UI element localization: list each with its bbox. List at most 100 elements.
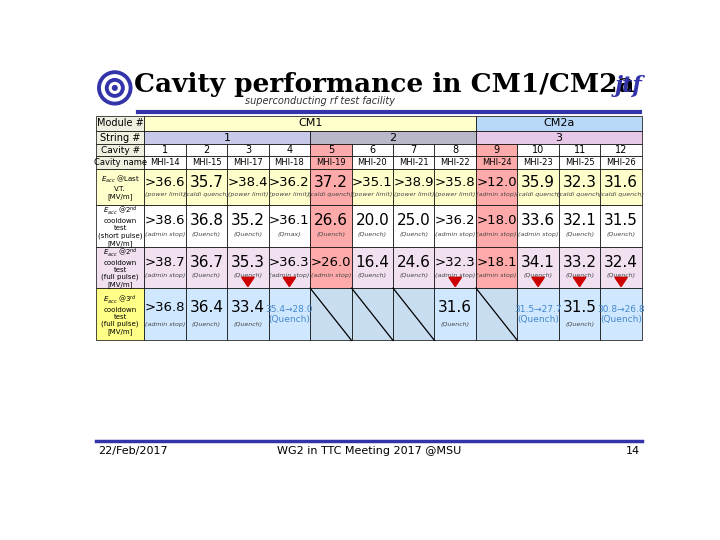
Text: 35.3: 35.3 [231, 255, 265, 270]
Text: 12: 12 [615, 145, 627, 156]
Text: (admin stop): (admin stop) [310, 273, 351, 278]
Text: (caldi quench): (caldi quench) [557, 192, 602, 197]
Text: (power limit): (power limit) [269, 192, 310, 197]
Text: CM2a: CM2a [543, 118, 575, 129]
Bar [269, 168, 310, 205]
Bar [600, 157, 642, 168]
Text: (admin stop): (admin stop) [435, 232, 475, 237]
Bar [434, 157, 476, 168]
Circle shape [106, 79, 124, 97]
Bar [228, 168, 269, 205]
Bar [228, 144, 269, 157]
Text: (admin stop): (admin stop) [477, 273, 517, 278]
Bar [96, 116, 144, 131]
Text: 3: 3 [245, 145, 251, 156]
Text: >18.1: >18.1 [477, 256, 517, 269]
Bar [518, 288, 559, 340]
Text: 1: 1 [224, 132, 230, 143]
Text: 6: 6 [369, 145, 375, 156]
Bar [228, 157, 269, 168]
Text: 3: 3 [555, 132, 562, 143]
Text: (Quench): (Quench) [233, 232, 263, 237]
Text: (power limit): (power limit) [435, 192, 475, 197]
Bar [186, 288, 228, 340]
Text: >38.6: >38.6 [145, 214, 185, 227]
Bar [144, 205, 186, 247]
Bar [434, 247, 476, 288]
Bar [600, 247, 642, 288]
Text: 4: 4 [287, 145, 292, 156]
Text: (Quench): (Quench) [565, 322, 594, 327]
Bar [476, 116, 642, 131]
Text: 36.4: 36.4 [189, 300, 223, 315]
Text: (Quench): (Quench) [399, 232, 428, 237]
Bar [144, 116, 476, 131]
Bar [393, 205, 434, 247]
Bar [351, 144, 393, 157]
Text: 35.9: 35.9 [521, 175, 555, 190]
Bar [600, 205, 642, 247]
Text: (Quench): (Quench) [565, 232, 594, 237]
Bar [310, 144, 351, 157]
Bar [186, 247, 228, 288]
Bar [269, 247, 310, 288]
Bar [96, 288, 144, 340]
Text: 11: 11 [574, 145, 586, 156]
Text: (power limit): (power limit) [145, 192, 185, 197]
Text: >12.0: >12.0 [477, 176, 517, 189]
Bar [434, 144, 476, 157]
Text: 5: 5 [328, 145, 334, 156]
Bar [96, 157, 144, 168]
Bar [144, 144, 186, 157]
Text: (Quench): (Quench) [192, 322, 221, 327]
Bar [559, 157, 600, 168]
Bar [228, 247, 269, 288]
Bar [310, 205, 351, 247]
Text: 10: 10 [532, 145, 544, 156]
Text: >36.2: >36.2 [435, 214, 475, 227]
Bar [351, 288, 393, 340]
Text: Module #: Module # [97, 118, 143, 129]
Text: 25.0: 25.0 [397, 213, 431, 228]
Polygon shape [532, 278, 544, 287]
Text: >36.2: >36.2 [269, 176, 310, 189]
Bar [144, 157, 186, 168]
Text: MHI-24: MHI-24 [482, 158, 511, 167]
Bar [600, 144, 642, 157]
Text: $E_{acc}$ @3$^{rd}$
cooldown
test
(full pulse)
[MV/m]: $E_{acc}$ @3$^{rd}$ cooldown test (full … [102, 293, 139, 335]
Text: $E_{acc}$ @2$^{nd}$
cooldown
test
(short pulse)
[MV/m]: $E_{acc}$ @2$^{nd}$ cooldown test (short… [98, 205, 143, 247]
Text: 30.8→26.8
(Quench): 30.8→26.8 (Quench) [598, 305, 645, 324]
Text: (power limit): (power limit) [352, 192, 392, 197]
Text: 35.7: 35.7 [189, 175, 223, 190]
Bar [269, 144, 310, 157]
Text: 32.1: 32.1 [562, 213, 597, 228]
Text: 31.6: 31.6 [604, 175, 638, 190]
Bar [186, 168, 228, 205]
Text: (admin stop): (admin stop) [269, 273, 310, 278]
Circle shape [98, 71, 132, 105]
Bar [434, 205, 476, 247]
Bar [351, 205, 393, 247]
Bar [351, 168, 393, 205]
Bar [559, 247, 600, 288]
Text: >38.7: >38.7 [145, 256, 185, 269]
Text: MHI-20: MHI-20 [358, 158, 387, 167]
Text: (Quench): (Quench) [399, 273, 428, 278]
Text: $E_{acc}$ @2$^{nd}$
cooldown
test
(full pulse)
[MV/m]: $E_{acc}$ @2$^{nd}$ cooldown test (full … [102, 246, 139, 288]
Bar [351, 247, 393, 288]
Bar [144, 168, 186, 205]
Text: MHI-17: MHI-17 [233, 158, 263, 167]
Bar [310, 168, 351, 205]
Text: (Quench): (Quench) [233, 322, 263, 327]
Text: Cavity #: Cavity # [101, 146, 140, 155]
Text: (caldi quench): (caldi quench) [516, 192, 561, 197]
Bar [393, 157, 434, 168]
Text: (admin stop): (admin stop) [435, 273, 475, 278]
Text: String #: String # [100, 132, 140, 143]
Polygon shape [242, 278, 254, 287]
Polygon shape [283, 278, 296, 287]
Bar [96, 144, 144, 157]
Text: 9: 9 [494, 145, 500, 156]
Polygon shape [573, 278, 586, 287]
Text: (admin stop): (admin stop) [477, 232, 517, 237]
